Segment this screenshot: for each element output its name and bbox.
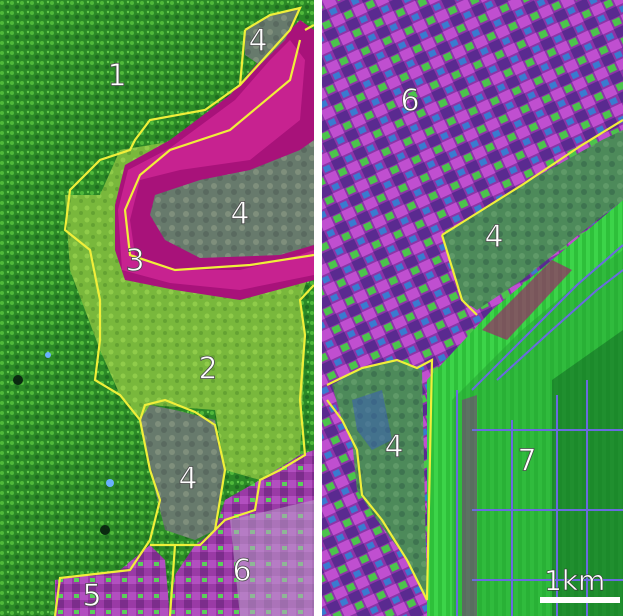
zone-1-label: 1 xyxy=(107,59,126,94)
left-satellite-panel: 1 4 4 3 2 4 5 6 xyxy=(0,0,314,616)
zone-4-top-label: 4 xyxy=(248,24,267,59)
zone-7-label: 7 xyxy=(517,444,536,479)
zone-4-upper-area xyxy=(442,130,623,310)
right-satellite-panel: 1km 6 4 4 7 xyxy=(322,0,623,616)
zone-4-inner-area xyxy=(150,140,314,258)
zone-4-inner-label: 4 xyxy=(230,197,249,232)
zone-2-label: 2 xyxy=(198,352,217,387)
zone-boundaries xyxy=(326,119,623,601)
zone-6-label: 6 xyxy=(400,84,419,119)
scale-bar xyxy=(540,597,620,603)
zone-5-label: 5 xyxy=(82,579,101,614)
zone-3-label: 3 xyxy=(125,244,144,279)
zone-4-upper-label: 4 xyxy=(484,220,503,255)
zone-4-lower-area xyxy=(140,405,225,540)
panel-divider xyxy=(314,0,322,616)
zone-5-area xyxy=(55,545,170,616)
zone-boundaries xyxy=(53,6,314,616)
zone-4-lower-label: 4 xyxy=(178,462,197,497)
scale-bar-label: 1km xyxy=(544,564,605,597)
zone-4-left-label: 4 xyxy=(384,430,403,465)
plantation-roads xyxy=(456,244,623,616)
zone-6-label: 6 xyxy=(232,554,251,589)
